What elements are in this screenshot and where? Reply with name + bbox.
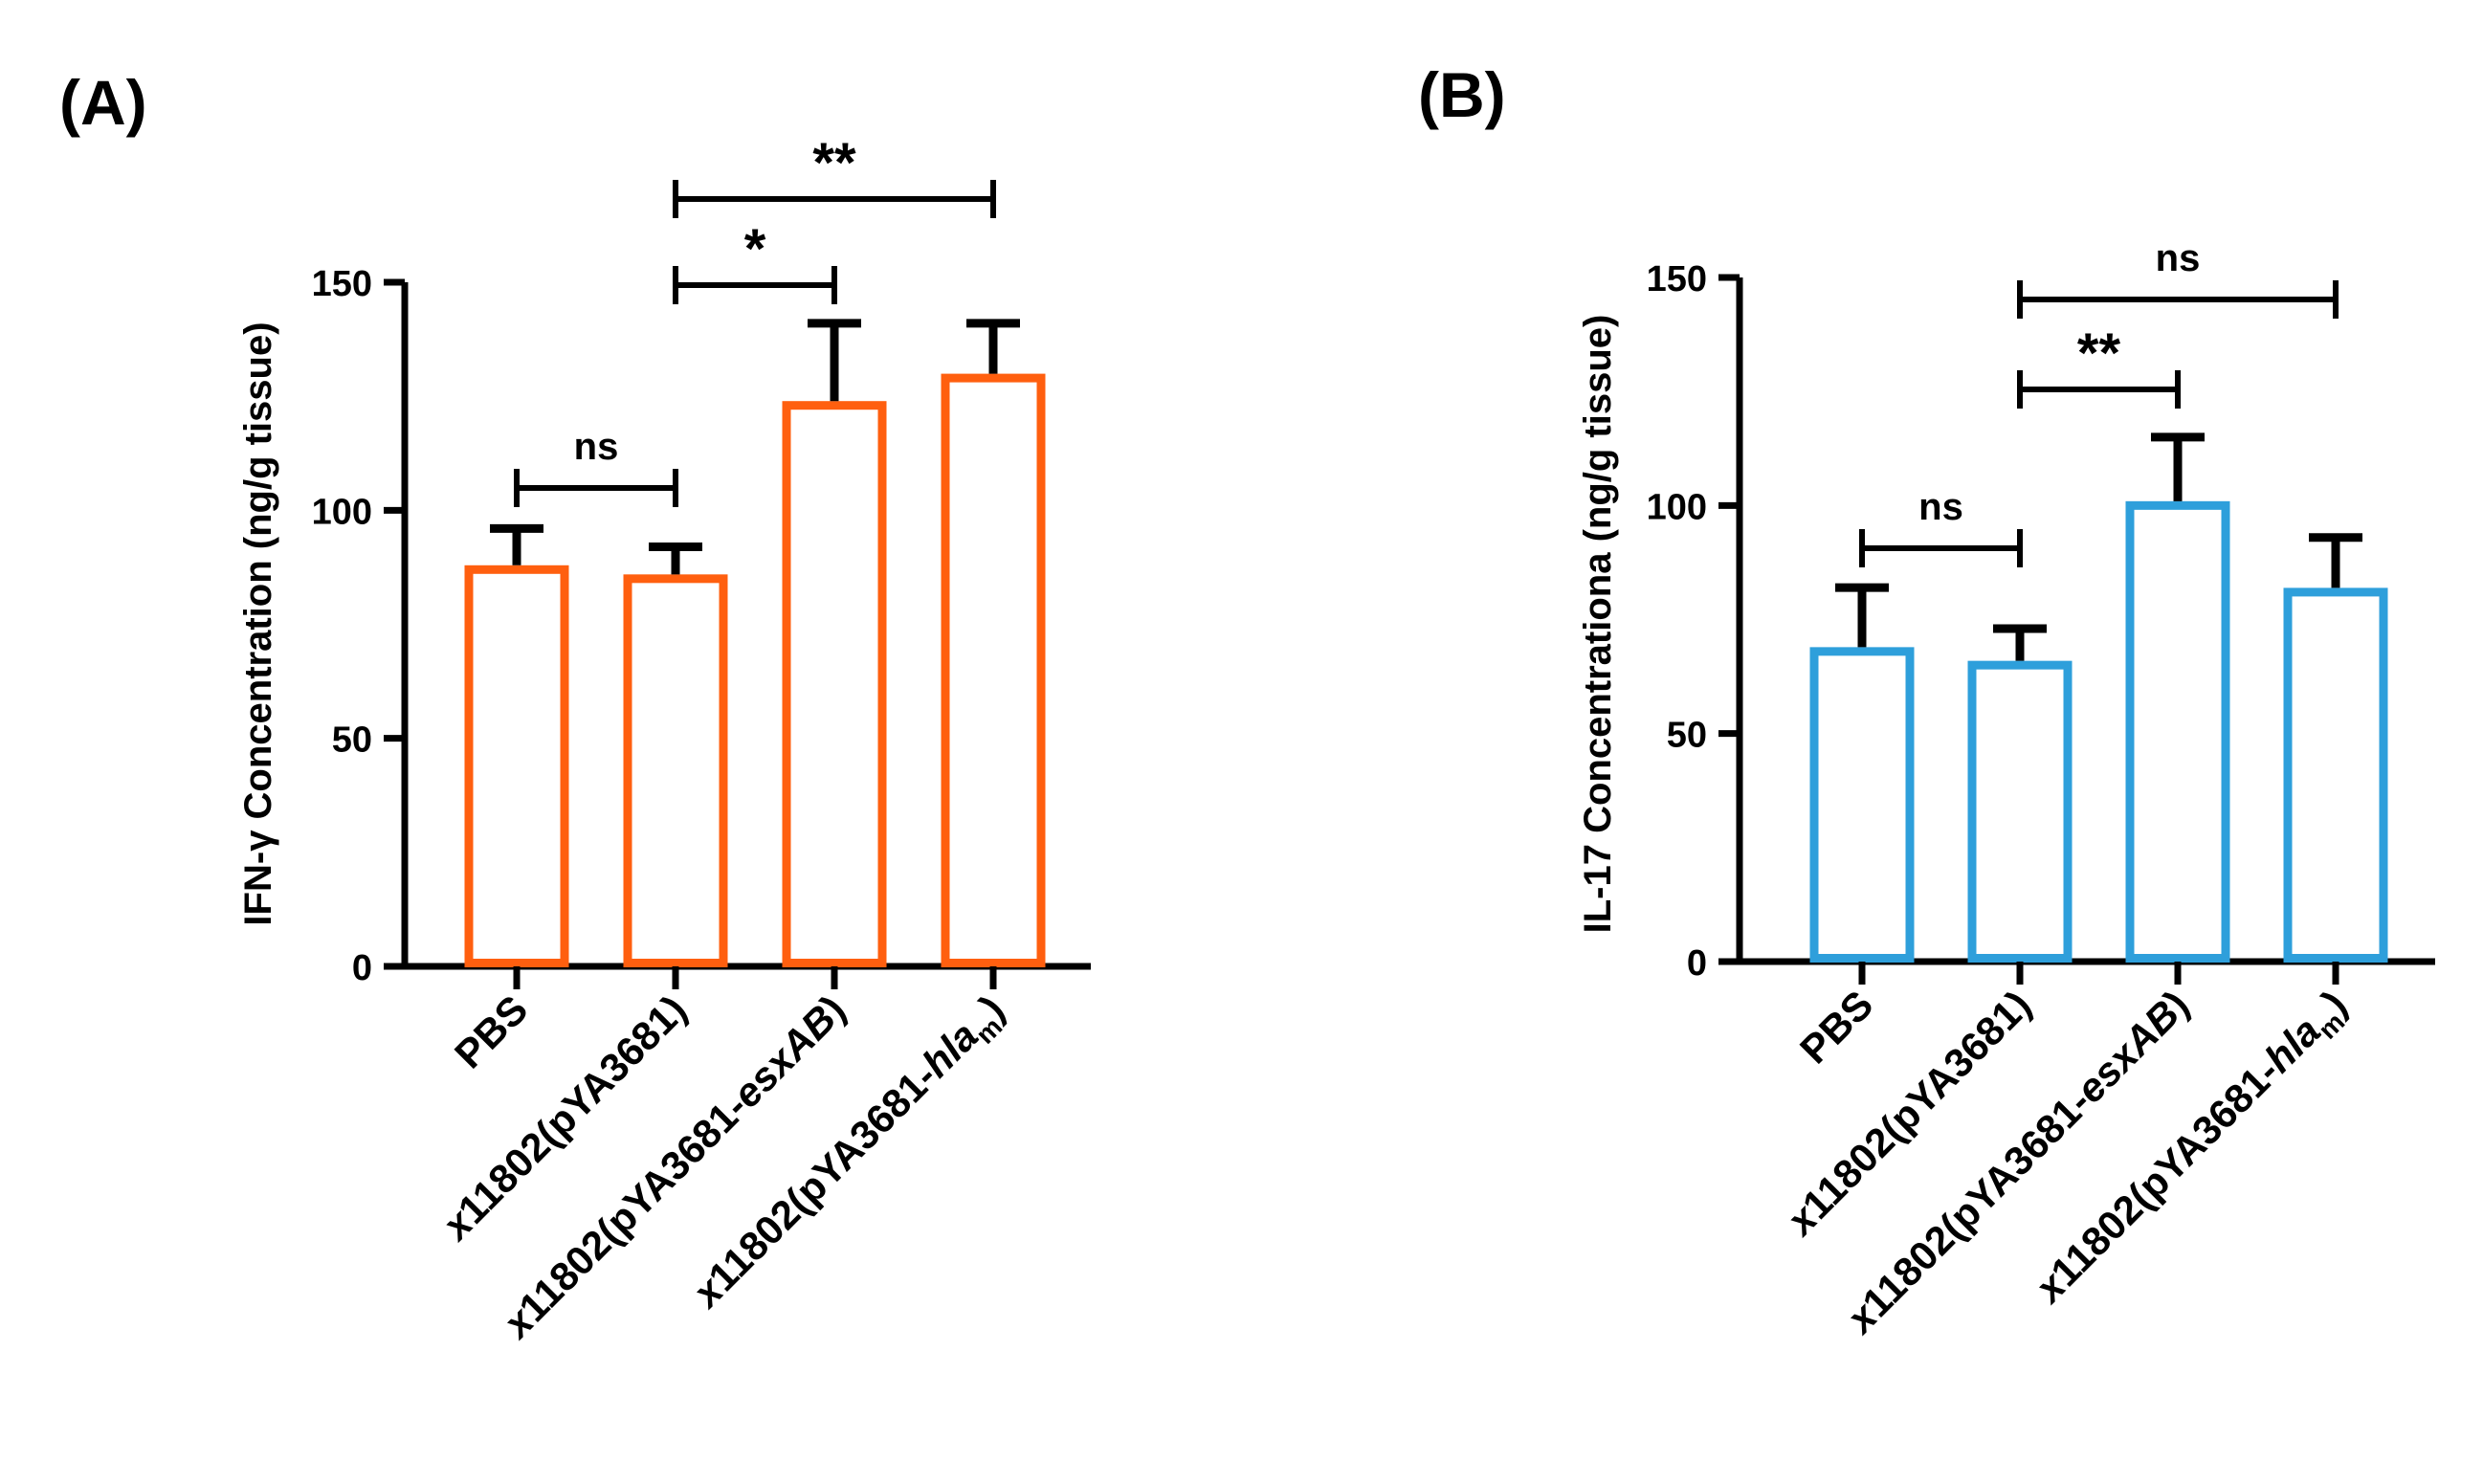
significance-label: ** [812, 132, 856, 194]
y-axis-title: IFN-γ Concentration (ng/g tissue) [237, 321, 279, 925]
significance-label: ns [2156, 237, 2201, 279]
y-tick-label: 150 [1647, 259, 1707, 299]
y-axis-title: IL-17 Concentrationa (ng/g tissue) [1577, 315, 1619, 934]
x-tick-label: PBS [1791, 982, 1881, 1072]
panel-a: (A) 0 50 100 150 IFN-γ Concentration (ng/g ti… [59, 67, 1091, 1347]
y-tick-label: 100 [312, 492, 372, 532]
y-tick-label: 50 [332, 720, 372, 761]
x-tick-label: x11802(pYA3681-hlam) [682, 986, 1017, 1321]
significance-label: * [744, 218, 766, 280]
bar [2283, 587, 2388, 963]
x-tick-label: x11802(pYA3681-hlam) [2025, 982, 2360, 1317]
bar [464, 565, 569, 967]
panel-label: (B) [1418, 59, 1506, 130]
panel-b: (B) 0 50 100 150 IL-17 Concentrationa (ng/g t… [1418, 59, 2435, 1342]
bar [1967, 660, 2073, 963]
significance-label: ns [1918, 486, 1963, 528]
x-tick-label: PBS [446, 986, 536, 1076]
y-tick-label: 150 [312, 264, 372, 304]
panel-label: (A) [59, 67, 147, 138]
y-tick-label: 100 [1647, 487, 1707, 527]
bar [2125, 500, 2230, 963]
bar [623, 574, 728, 967]
bar [782, 401, 887, 967]
y-tick-label: 0 [1687, 943, 1707, 984]
bar [1809, 647, 1915, 963]
y-tick-label: 0 [352, 948, 372, 988]
y-tick-label: 50 [1667, 716, 1707, 756]
bar [941, 373, 1046, 968]
significance-label: ns [574, 426, 619, 468]
significance-label: ** [2077, 322, 2121, 385]
